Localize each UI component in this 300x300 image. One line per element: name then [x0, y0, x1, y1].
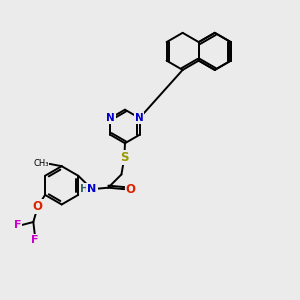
Text: O: O [33, 200, 43, 213]
Text: H: H [80, 184, 89, 194]
Text: F: F [31, 235, 38, 245]
Text: CH₃: CH₃ [33, 159, 49, 168]
Text: N: N [87, 184, 97, 194]
Text: N: N [106, 113, 115, 123]
Text: F: F [14, 220, 22, 230]
Text: N: N [134, 113, 143, 123]
Text: O: O [126, 183, 136, 196]
Text: S: S [120, 151, 129, 164]
